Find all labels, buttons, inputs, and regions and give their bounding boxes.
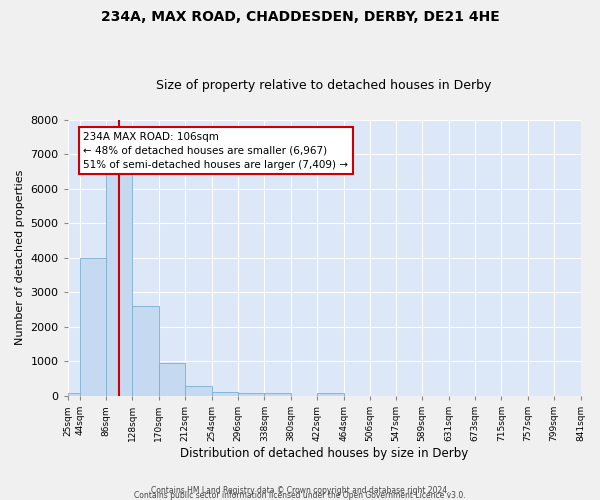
Bar xyxy=(159,363,185,396)
Text: Contains HM Land Registry data © Crown copyright and database right 2024.: Contains HM Land Registry data © Crown c… xyxy=(151,486,449,495)
Text: 234A, MAX ROAD, CHADDESDEN, DERBY, DE21 4HE: 234A, MAX ROAD, CHADDESDEN, DERBY, DE21 … xyxy=(101,10,499,24)
Bar xyxy=(133,306,159,396)
Bar xyxy=(265,394,291,396)
Bar xyxy=(68,392,80,396)
Bar xyxy=(185,386,212,396)
Y-axis label: Number of detached properties: Number of detached properties xyxy=(15,170,25,346)
Bar xyxy=(238,392,265,396)
Bar xyxy=(317,392,344,396)
X-axis label: Distribution of detached houses by size in Derby: Distribution of detached houses by size … xyxy=(180,447,468,460)
Title: Size of property relative to detached houses in Derby: Size of property relative to detached ho… xyxy=(157,79,492,92)
Text: 234A MAX ROAD: 106sqm
← 48% of detached houses are smaller (6,967)
51% of semi-d: 234A MAX ROAD: 106sqm ← 48% of detached … xyxy=(83,132,349,170)
Bar xyxy=(212,392,238,396)
Text: Contains public sector information licensed under the Open Government Licence v3: Contains public sector information licen… xyxy=(134,491,466,500)
Bar xyxy=(106,172,133,396)
Bar xyxy=(80,258,106,396)
